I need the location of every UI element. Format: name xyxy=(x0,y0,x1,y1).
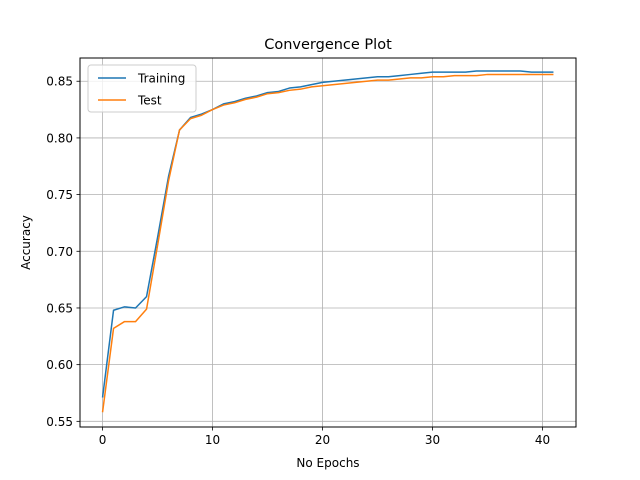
plot-frame xyxy=(79,57,577,428)
series-lines xyxy=(101,70,554,413)
y-tick-label: 0.55 xyxy=(46,415,73,429)
x-tick-label: 20 xyxy=(315,433,330,447)
legend: Training Test xyxy=(87,64,197,113)
y-tick-label: 0.80 xyxy=(46,131,73,145)
x-tick-label: 10 xyxy=(205,433,220,447)
x-tick-label: 40 xyxy=(535,433,550,447)
axis-ticks: 0 10 20 30 40 0.55 0.60 0.65 0.70 0.75 0.80 0.85 xyxy=(46,75,550,447)
x-tick-label: 30 xyxy=(425,433,440,447)
y-tick-label: 0.85 xyxy=(46,75,73,89)
series-line-test xyxy=(101,73,554,413)
y-tick-label: 0.75 xyxy=(46,188,73,202)
x-tick-label: 0 xyxy=(99,433,107,447)
y-tick-label: 0.65 xyxy=(46,301,73,315)
y-axis-label: Accuracy xyxy=(19,215,33,270)
y-tick-label: 0.70 xyxy=(46,245,73,259)
y-tick-label: 0.60 xyxy=(46,358,73,372)
grid-lines xyxy=(80,58,576,427)
x-axis-label: No Epochs xyxy=(296,456,359,470)
legend-label-training: Training xyxy=(137,72,185,86)
legend-label-test: Test xyxy=(137,94,162,108)
chart-title: Convergence Plot xyxy=(264,37,392,53)
